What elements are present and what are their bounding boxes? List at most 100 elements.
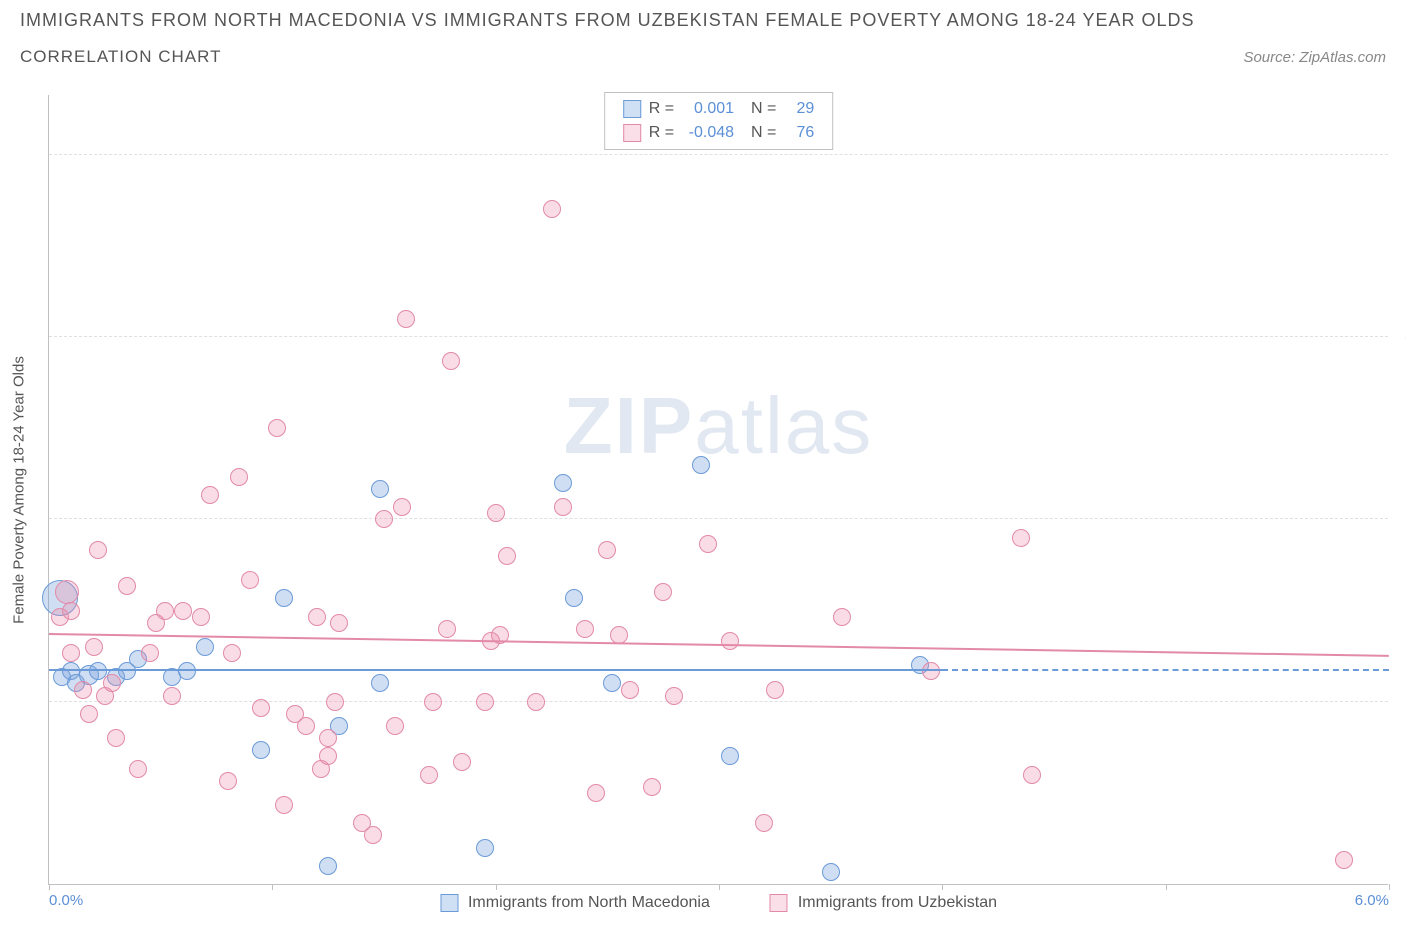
x-tick-mark: [49, 884, 50, 890]
stats-row: R = 0.001 N = 29: [623, 97, 815, 121]
gridline: [49, 154, 1388, 155]
stat-n-value: 76: [784, 121, 814, 145]
data-point: [598, 541, 616, 559]
data-point: [141, 644, 159, 662]
data-point: [312, 760, 330, 778]
gridline: [49, 701, 1388, 702]
data-point: [371, 480, 389, 498]
legend-label: Immigrants from North Macedonia: [468, 894, 710, 912]
data-point: [822, 863, 840, 881]
data-point: [89, 662, 107, 680]
legend: Immigrants from North Macedonia Immigrant…: [440, 894, 997, 912]
data-point: [268, 419, 286, 437]
data-point: [252, 741, 270, 759]
data-point: [74, 681, 92, 699]
y-tick-label: 60.0%: [1393, 146, 1406, 163]
data-point: [554, 498, 572, 516]
data-point: [453, 753, 471, 771]
data-point: [55, 580, 79, 604]
source-attribution: Source: ZipAtlas.com: [1243, 49, 1386, 66]
data-point: [476, 839, 494, 857]
x-tick-label: 6.0%: [1355, 892, 1389, 909]
data-point: [192, 608, 210, 626]
series-swatch: [440, 894, 458, 912]
stat-n-value: 29: [784, 97, 814, 121]
data-point: [375, 510, 393, 528]
y-tick-label: 45.0%: [1393, 329, 1406, 346]
data-point: [654, 583, 672, 601]
data-point: [1023, 766, 1041, 784]
regression-line: [49, 633, 1389, 657]
stat-label: N =: [742, 97, 776, 121]
data-point: [275, 589, 293, 607]
data-point: [922, 662, 940, 680]
data-point: [665, 687, 683, 705]
data-point: [219, 772, 237, 790]
data-point: [178, 662, 196, 680]
data-point: [163, 687, 181, 705]
data-point: [498, 547, 516, 565]
data-point: [62, 602, 80, 620]
x-tick-mark: [1166, 884, 1167, 890]
data-point: [565, 589, 583, 607]
data-point: [424, 693, 442, 711]
data-point: [51, 608, 69, 626]
stat-r-value: 0.001: [682, 97, 734, 121]
data-point: [67, 674, 85, 692]
data-point: [554, 474, 572, 492]
stats-box: R = 0.001 N = 29R = -0.048 N = 76: [604, 92, 834, 150]
data-point: [587, 784, 605, 802]
data-point: [156, 602, 174, 620]
data-point: [610, 626, 628, 644]
data-point: [319, 729, 337, 747]
data-point: [692, 456, 710, 474]
data-point: [89, 541, 107, 559]
data-point: [80, 705, 98, 723]
data-point: [397, 310, 415, 328]
data-point: [766, 681, 784, 699]
data-point: [755, 814, 773, 832]
data-point: [62, 662, 80, 680]
watermark: ZIPatlas: [564, 380, 873, 472]
data-point: [543, 200, 561, 218]
subtitle-row: CORRELATION CHART Source: ZipAtlas.com: [20, 47, 1386, 67]
data-point: [308, 608, 326, 626]
data-point: [96, 687, 114, 705]
chart-subtitle: CORRELATION CHART: [20, 47, 222, 67]
gridline: [49, 336, 1388, 337]
data-point: [85, 638, 103, 656]
data-point: [386, 717, 404, 735]
data-point: [1335, 851, 1353, 869]
legend-item: Immigrants from North Macedonia: [440, 894, 710, 912]
data-point: [326, 693, 344, 711]
data-point: [353, 814, 371, 832]
data-point: [241, 571, 259, 589]
data-point: [275, 796, 293, 814]
stat-label: R =: [649, 97, 674, 121]
data-point: [420, 766, 438, 784]
gridline: [49, 518, 1388, 519]
data-point: [201, 486, 219, 504]
y-axis-label: Female Poverty Among 18-24 Year Olds: [11, 356, 28, 624]
data-point: [721, 632, 739, 650]
data-point: [129, 760, 147, 778]
data-point: [476, 693, 494, 711]
data-point: [576, 620, 594, 638]
series-swatch: [770, 894, 788, 912]
x-tick-mark: [942, 884, 943, 890]
x-tick-mark: [719, 884, 720, 890]
data-point: [393, 498, 411, 516]
data-point: [196, 638, 214, 656]
data-point: [319, 857, 337, 875]
data-point: [603, 674, 621, 692]
stat-r-value: -0.048: [682, 121, 734, 145]
series-swatch: [623, 124, 641, 142]
legend-label: Immigrants from Uzbekistan: [798, 894, 997, 912]
data-point: [330, 614, 348, 632]
data-point: [118, 662, 136, 680]
y-tick-label: 30.0%: [1393, 511, 1406, 528]
data-point: [699, 535, 717, 553]
data-point: [230, 468, 248, 486]
data-point: [223, 644, 241, 662]
legend-item: Immigrants from Uzbekistan: [770, 894, 997, 912]
